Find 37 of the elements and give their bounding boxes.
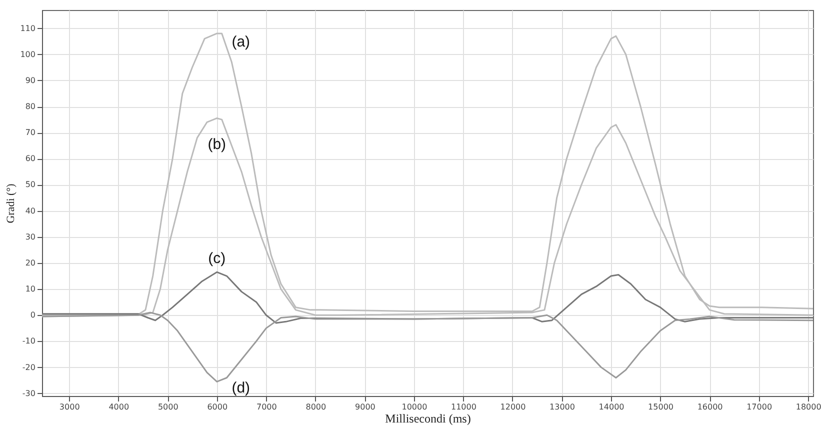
y-tick-label: 60 bbox=[25, 154, 36, 164]
y-tick-label: 80 bbox=[25, 102, 36, 111]
x-tick-label: 17000 bbox=[746, 402, 772, 412]
x-tick-label: 6000 bbox=[207, 402, 228, 412]
x-tick-label: 13000 bbox=[550, 402, 575, 412]
annotation: (d) bbox=[232, 380, 250, 397]
x-tick-label: 14000 bbox=[598, 402, 624, 412]
x-tick-label: 16000 bbox=[697, 402, 723, 412]
x-tick-label: 11000 bbox=[450, 402, 476, 412]
x-tick-label: 18000 bbox=[796, 402, 821, 412]
y-tick-label: 110 bbox=[20, 24, 36, 33]
x-tick-label: 10000 bbox=[402, 402, 428, 412]
y-tick-label: -10 bbox=[22, 336, 36, 346]
y-tick-label: 70 bbox=[25, 128, 36, 138]
y-tick-label: -30 bbox=[22, 388, 36, 398]
y-tick-label: 100 bbox=[20, 50, 36, 59]
y-tick-label: 20 bbox=[25, 258, 36, 268]
y-tick-label: 0 bbox=[30, 310, 36, 320]
x-tick-label: 15000 bbox=[648, 402, 674, 412]
y-axis-title: Gradi (°) bbox=[5, 183, 18, 224]
x-tick-label: 4000 bbox=[108, 402, 130, 412]
annotation: (a) bbox=[232, 33, 250, 50]
annotation: (c) bbox=[208, 250, 226, 268]
y-tick-label: 30 bbox=[25, 232, 36, 242]
annotation: (b) bbox=[208, 136, 226, 154]
y-tick-label: 10 bbox=[25, 284, 36, 294]
y-tick-label: -20 bbox=[22, 362, 36, 372]
y-tick-label: 90 bbox=[25, 76, 36, 85]
x-axis-title: Millisecondi (ms) bbox=[385, 412, 471, 426]
x-tick-label: 3000 bbox=[59, 402, 80, 412]
x-tick-label: 12000 bbox=[500, 402, 526, 412]
y-tick-label: 50 bbox=[25, 180, 36, 190]
x-tick-label: 7000 bbox=[256, 402, 277, 412]
y-tick-label: 40 bbox=[25, 206, 36, 216]
x-tick-label: 9000 bbox=[355, 402, 376, 412]
x-tick-label: 8000 bbox=[306, 402, 326, 412]
x-tick-label: 5000 bbox=[158, 402, 178, 412]
